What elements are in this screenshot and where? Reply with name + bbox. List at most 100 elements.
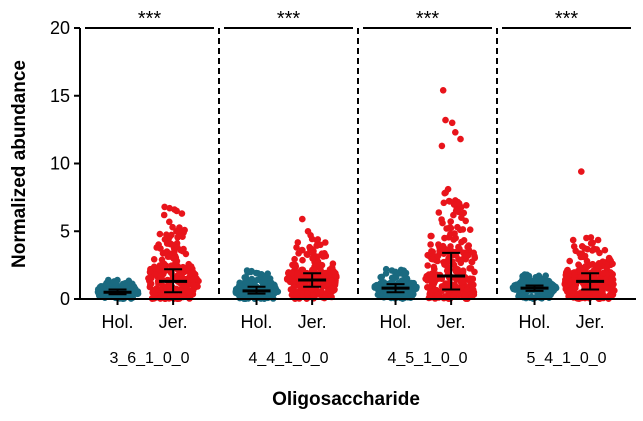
outlier-point xyxy=(447,230,454,238)
outlier-point xyxy=(596,249,603,257)
group-label: Jer. xyxy=(159,312,188,332)
data-point xyxy=(547,280,555,288)
outlier-point xyxy=(458,238,465,246)
outlier-point xyxy=(247,268,254,276)
data-point xyxy=(566,257,573,265)
text-layer: Normalized abundance Oligosaccharide 0 5 1… xyxy=(9,8,607,410)
data-point xyxy=(438,283,446,290)
data-point xyxy=(578,294,585,302)
outlier-point xyxy=(400,271,408,278)
data-point xyxy=(156,230,164,238)
data-point xyxy=(294,239,302,246)
data-point xyxy=(594,236,602,244)
outlier-point xyxy=(169,223,176,231)
data-point xyxy=(150,263,158,271)
outlier-point xyxy=(175,228,182,235)
significance-stars: *** xyxy=(277,8,301,30)
group-label: Hol. xyxy=(102,312,134,332)
data-point xyxy=(575,261,583,269)
data-point xyxy=(456,226,464,234)
data-point xyxy=(457,259,465,267)
data-point xyxy=(264,270,272,278)
data-point xyxy=(150,255,158,263)
significance-stars: *** xyxy=(138,8,162,30)
data-point xyxy=(562,276,569,284)
data-point xyxy=(322,239,329,246)
data-point xyxy=(569,236,577,244)
panel-label: 3_6_1_0_0 xyxy=(109,350,189,367)
data-point xyxy=(320,283,327,290)
data-point xyxy=(189,269,197,276)
data-point xyxy=(252,277,259,285)
outlier-point xyxy=(105,276,112,284)
outlier-point xyxy=(525,272,533,280)
outlier-point xyxy=(578,168,585,175)
data-point xyxy=(150,291,158,298)
data-point xyxy=(407,287,415,295)
data-point xyxy=(147,281,154,289)
data-point xyxy=(246,279,253,286)
data-point xyxy=(168,231,175,239)
data-point xyxy=(290,283,297,291)
y-tick-label: 15 xyxy=(50,86,70,106)
data-point xyxy=(571,269,578,276)
x-axis-label: Oligosaccharide xyxy=(272,389,420,410)
outlier-point xyxy=(166,218,173,226)
data-point xyxy=(426,290,434,298)
outlier-point xyxy=(113,279,120,287)
outlier-point xyxy=(452,234,460,242)
data-point xyxy=(291,255,298,263)
data-point xyxy=(609,291,617,298)
outlier-point xyxy=(586,261,594,269)
y-tick-label: 0 xyxy=(60,289,70,309)
data-point xyxy=(317,288,325,295)
panel-label: 4_4_1_0_0 xyxy=(248,350,328,367)
data-point xyxy=(148,274,155,282)
data-point xyxy=(422,275,429,283)
data-point xyxy=(294,270,301,278)
data-point xyxy=(456,245,463,253)
data-point xyxy=(270,290,277,297)
group-label: Jer. xyxy=(576,312,605,332)
outlier-point xyxy=(438,142,446,150)
data-point xyxy=(427,241,434,248)
y-axis-label: Normalized abundance xyxy=(9,60,30,268)
outlier-point xyxy=(314,236,322,243)
outlier-point xyxy=(439,87,447,94)
data-point xyxy=(408,279,415,287)
outlier-point xyxy=(583,234,590,242)
significance-stars: *** xyxy=(416,8,440,30)
outlier-point xyxy=(261,275,269,283)
group-label: Hol. xyxy=(380,312,412,332)
outlier-point xyxy=(160,211,168,219)
outlier-point xyxy=(442,116,449,124)
data-point xyxy=(165,283,173,290)
data-point xyxy=(424,262,432,269)
group-label: Jer. xyxy=(437,312,466,332)
data-point xyxy=(398,277,406,284)
data-point xyxy=(299,266,306,274)
data-point xyxy=(461,291,469,299)
data-point xyxy=(319,253,327,260)
data-point xyxy=(328,285,335,293)
outlier-point xyxy=(577,253,585,261)
data-point xyxy=(297,283,304,291)
data-point xyxy=(303,290,311,297)
data-point xyxy=(462,252,470,259)
data-point xyxy=(441,234,448,242)
outlier-point xyxy=(439,242,447,250)
data-point xyxy=(570,243,578,250)
data-point xyxy=(457,278,465,286)
data-point xyxy=(578,243,586,250)
data-point xyxy=(592,291,599,299)
outlier-point xyxy=(446,198,454,205)
outlier-point xyxy=(169,241,176,249)
data-point xyxy=(318,268,325,276)
data-point xyxy=(285,275,293,282)
outlier-point xyxy=(161,203,168,211)
y-tick-label: 10 xyxy=(50,154,70,174)
data-point xyxy=(597,286,605,294)
panel-label: 4_5_1_0_0 xyxy=(387,350,467,367)
data-point xyxy=(539,291,546,298)
